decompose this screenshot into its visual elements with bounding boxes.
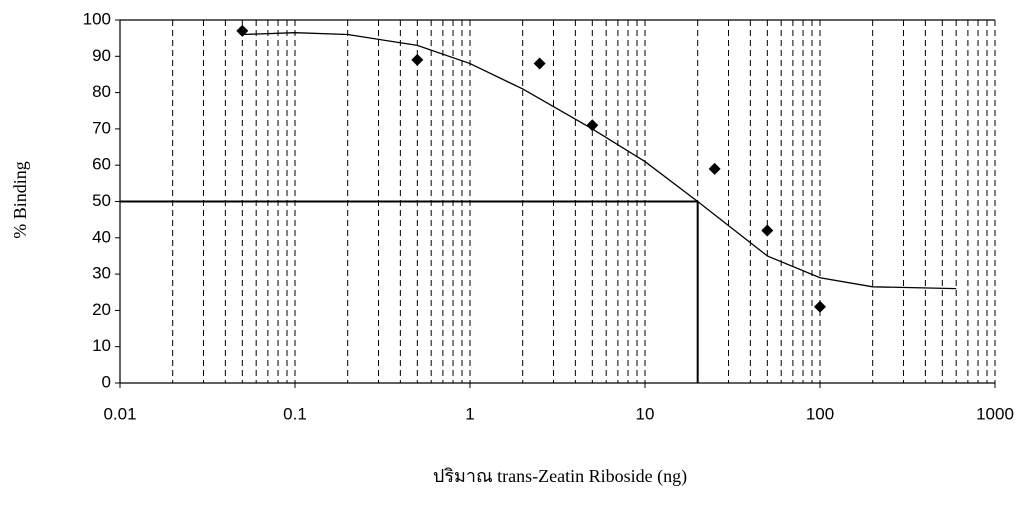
x-tick-label: 0.01 <box>103 404 136 423</box>
data-point <box>708 162 721 175</box>
y-tick-label: 0 <box>102 372 111 391</box>
data-point <box>533 57 546 70</box>
y-tick-label: 80 <box>92 82 111 101</box>
data-point <box>411 53 424 66</box>
y-tick-label: 30 <box>92 264 111 283</box>
y-tick-label: 90 <box>92 46 111 65</box>
y-tick-label: 70 <box>92 118 111 137</box>
y-tick-label: 60 <box>92 155 111 174</box>
x-tick-label: 1000 <box>976 404 1014 423</box>
x-tick-label: 100 <box>806 404 834 423</box>
data-point <box>761 224 774 237</box>
fit-curve <box>242 32 957 290</box>
x-axis-title: ปริมาณ trans-Zeatin Riboside (ng) <box>433 466 687 487</box>
y-tick-label: 40 <box>92 227 111 246</box>
y-tick-label: 100 <box>83 9 111 28</box>
y-tick-label: 20 <box>92 300 111 319</box>
x-tick-label: 1 <box>465 404 474 423</box>
y-tick-label: 50 <box>92 191 111 210</box>
y-axis-title: % Binding <box>10 161 30 239</box>
data-point <box>814 300 826 313</box>
data-point <box>236 24 249 37</box>
x-tick-label: 10 <box>636 404 655 423</box>
y-tick-label: 10 <box>92 336 111 355</box>
x-tick-label: 0.1 <box>283 404 307 423</box>
data-point <box>586 119 599 132</box>
